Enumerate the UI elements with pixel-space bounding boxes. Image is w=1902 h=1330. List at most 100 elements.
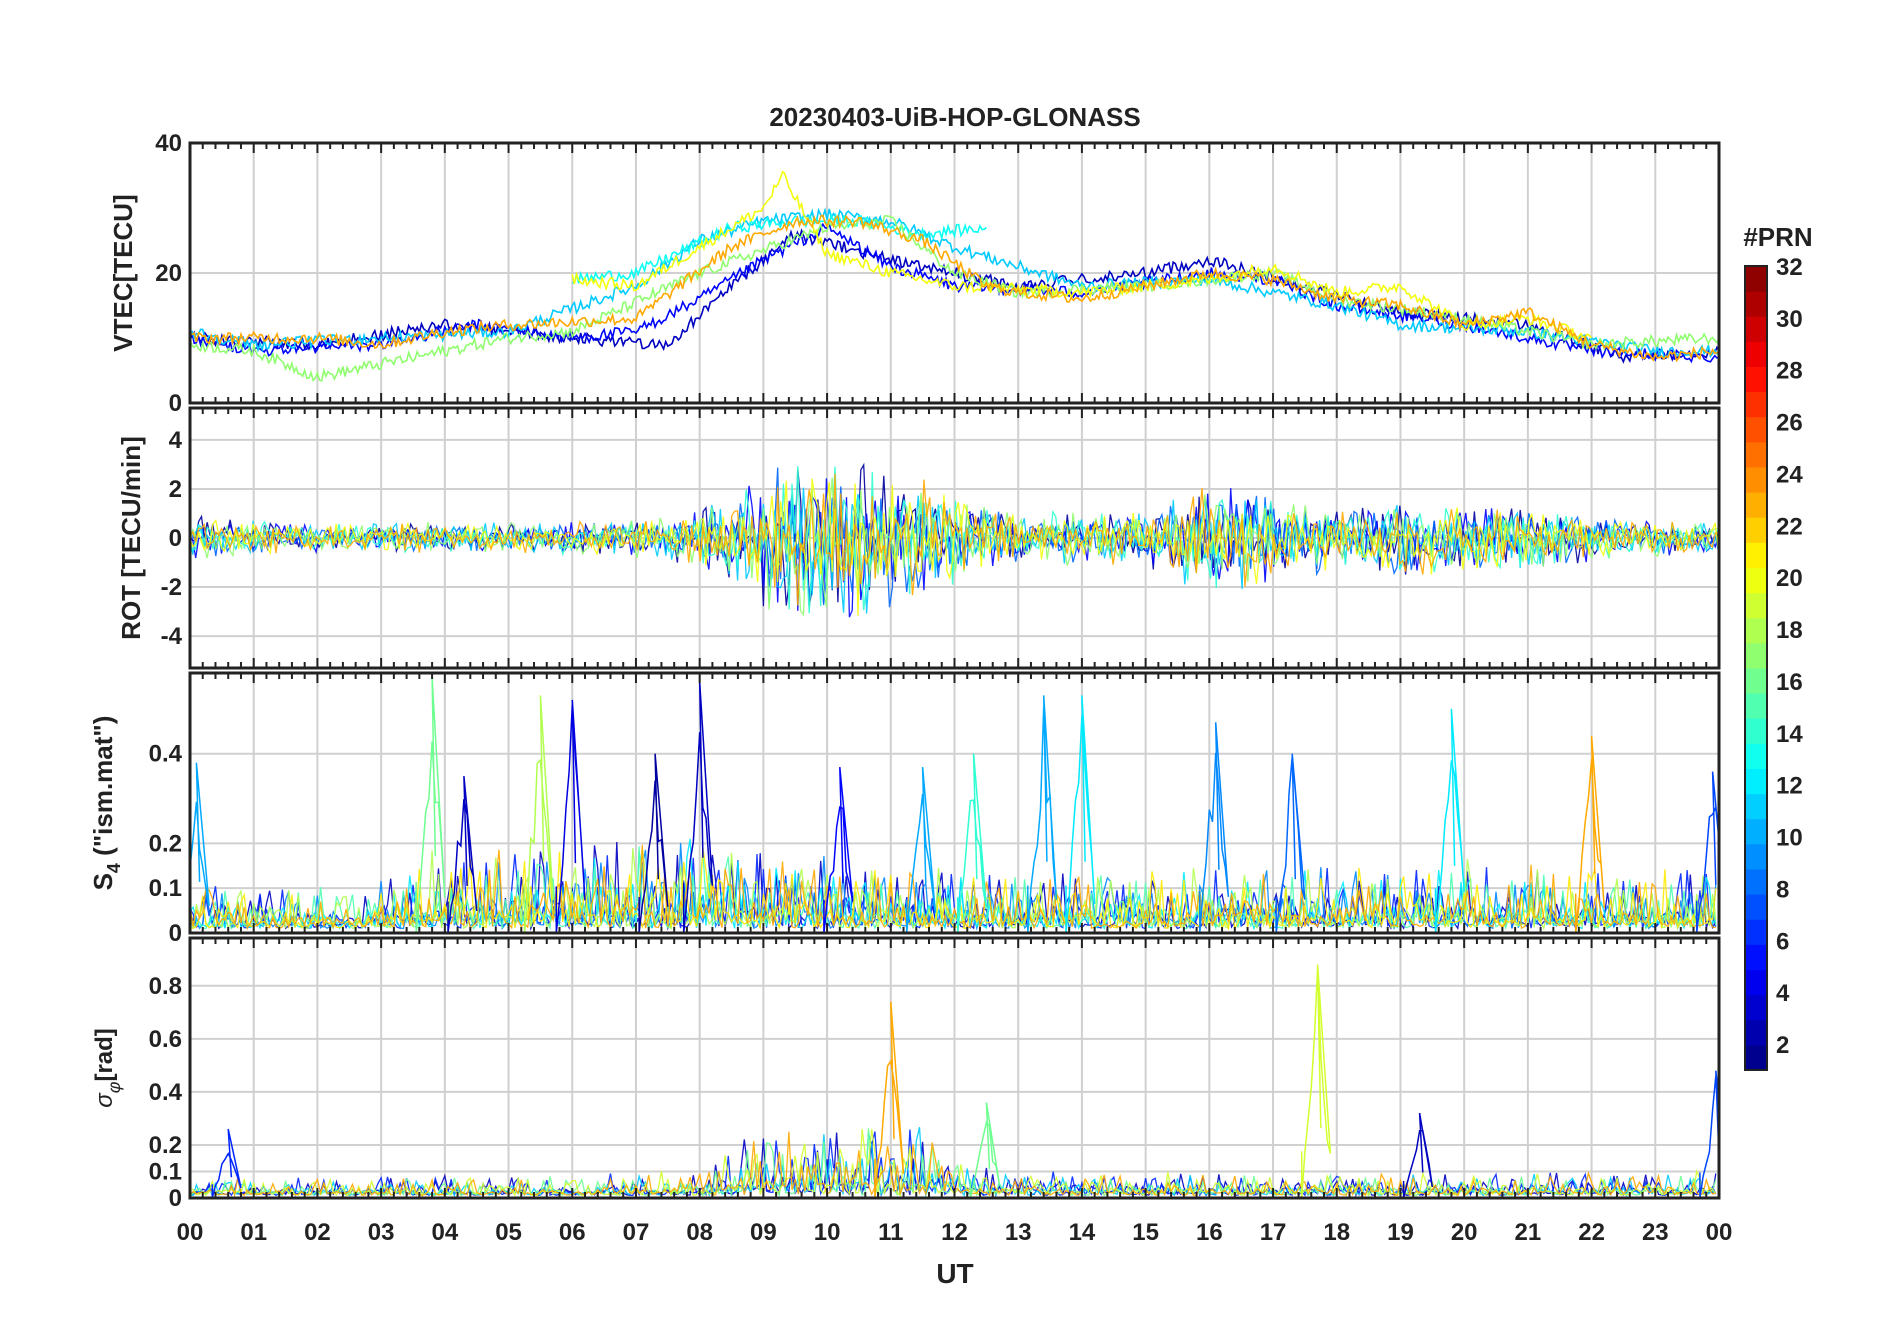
x-tick-label: 00 <box>1706 1219 1733 1246</box>
s4-y-label: S4 ("ism.mat") <box>88 716 124 891</box>
colorbar-segment <box>1745 818 1767 845</box>
colorbar-tick-label: 6 <box>1776 928 1789 955</box>
colorbar-segment <box>1745 994 1767 1021</box>
panel-vtec: 0 20 40 VTEC[TECU] <box>108 130 1721 417</box>
s4-peak-prn-12 <box>1065 695 1096 933</box>
s4-y-tick-label: 0 <box>169 920 182 947</box>
s4-peak-prn-9 <box>1199 722 1230 933</box>
sigma-phi-y-label-sub: φ <box>104 1081 124 1093</box>
x-tick-label: 05 <box>495 1219 522 1246</box>
colorbar-tick-label: 18 <box>1776 617 1803 644</box>
colorbar-tick-label: 20 <box>1776 565 1803 592</box>
sigma-phi-y-ticks: 00.10.2 0.4 0.6 0.8 <box>149 938 1720 1212</box>
vtec-y-ticks: 0 20 40 <box>155 130 1720 417</box>
x-tick-label: 03 <box>368 1219 395 1246</box>
s4-peak-prn-3 <box>682 681 714 933</box>
x-tick-label: 12 <box>941 1219 968 1246</box>
colorbar-segment <box>1745 919 1767 945</box>
rot-y-tick-label: 2 <box>169 476 182 503</box>
s4-data-layer <box>190 673 1719 933</box>
sigma-phi-data-layer <box>190 938 1719 1198</box>
colorbar-segment <box>1745 743 1767 769</box>
s4-peak-prn-16 <box>415 677 446 933</box>
colorbar-segment <box>1745 391 1767 418</box>
colorbar-segment <box>1745 266 1767 292</box>
colorbar-tick-label: 8 <box>1776 876 1789 903</box>
colorbar-segment <box>1745 517 1767 543</box>
x-axis-label: UT <box>936 1258 973 1289</box>
x-tick-label: 23 <box>1642 1219 1669 1246</box>
sigma-phi-y-label-rest: [rad] <box>91 1028 118 1081</box>
colorbar-segment <box>1745 341 1767 367</box>
colorbar-segment <box>1745 567 1767 594</box>
colorbar-segment <box>1745 843 1767 870</box>
colorbar-tick-label: 16 <box>1776 669 1803 696</box>
s4-y-label-main: S <box>88 873 118 890</box>
colorbar-tick-label: 4 <box>1776 980 1790 1007</box>
vtec-y-tick-label: 0 <box>169 390 182 417</box>
x-tick-label: 17 <box>1260 1219 1287 1246</box>
sigma_phi-y-tick-label: 0.6 <box>149 1026 182 1053</box>
colorbar-tick-label: 30 <box>1776 306 1803 333</box>
s4-peak-prn-7 <box>1695 771 1719 933</box>
rot-y-tick-label: 0 <box>169 525 182 552</box>
colorbar-segment <box>1745 944 1767 970</box>
sigma_phi-y-tick-label: 0.2 <box>149 1132 182 1159</box>
x-tick-label: 13 <box>1005 1219 1032 1246</box>
colorbar-tick-label: 22 <box>1776 513 1803 540</box>
s4-y-tick-label: 0.1 <box>149 875 182 902</box>
x-tick-label: 06 <box>559 1219 586 1246</box>
s4-peak-prn-2 <box>638 753 669 933</box>
vtec-series-prn-17 <box>190 214 1719 383</box>
colorbar-segment <box>1745 542 1767 568</box>
s4-peak-prn-5 <box>823 767 854 933</box>
x-tick-label: 18 <box>1323 1219 1350 1246</box>
x-tick-label: 08 <box>686 1219 713 1246</box>
panel-s4: 0 0.1 0.2 0.4 S4 ("ism.mat") <box>88 671 1721 947</box>
x-tick-labels: 00 01 02 03 04 05 06 07 08 09 10 11 12 13 14 15 16 17 18 19… <box>177 1219 1733 1246</box>
vtec-y-tick-label: 20 <box>155 260 182 287</box>
colorbar-segment <box>1745 693 1767 719</box>
colorbar-segment <box>1745 1044 1767 1071</box>
sigma_phi-series-prn-3 <box>190 1132 1717 1198</box>
colorbar-segment <box>1745 1019 1767 1046</box>
sigma_phi-peak-prn-16 <box>969 1102 1000 1198</box>
colorbar-frame <box>1744 265 1768 1071</box>
panel-sigma-phi: 00.10.2 0.4 0.6 0.8 σφ[rad] <box>91 936 1721 1212</box>
colorbar-gradient <box>1745 266 1767 1071</box>
sigma_phi-y-tick-label: 0.4 <box>149 1079 183 1106</box>
s4-peak-prn-23 <box>1574 735 1606 933</box>
s4-peak-prn-10 <box>1027 695 1058 933</box>
colorbar-tick-label: 10 <box>1776 825 1803 852</box>
x-tick-label: 02 <box>304 1219 331 1246</box>
colorbar-tick-label: 28 <box>1776 358 1803 385</box>
s4-y-tick-label: 0.4 <box>149 741 183 768</box>
x-tick-label: 09 <box>750 1219 777 1246</box>
vtec-y-label: VTEC[TECU] <box>108 194 138 351</box>
rot-series-prn-23 <box>190 473 1719 606</box>
rot-y-tick-label: -2 <box>161 574 182 601</box>
sigma_phi-peak-prn-19 <box>1300 964 1332 1198</box>
colorbar-segment <box>1745 617 1767 644</box>
vtec-series-prn-23 <box>190 214 1719 363</box>
x-tick-label: 04 <box>431 1219 458 1246</box>
sigma-phi-y-label-main: σ <box>91 1092 118 1108</box>
s4-y-label-sub: 4 <box>104 863 124 873</box>
colorbar-segment <box>1745 492 1767 518</box>
s4-peak-prn-18 <box>523 695 554 933</box>
s4-peak-prn-8 <box>1275 753 1306 933</box>
sigma-phi-y-label: σφ[rad] <box>91 1028 124 1108</box>
vtec-series-prn-5 <box>190 221 1719 364</box>
colorbar-tick-label: 24 <box>1776 461 1803 488</box>
sigma_phi-peak-prn-3 <box>1402 1112 1434 1198</box>
s4-y-tick-label: 0.2 <box>149 830 182 857</box>
panel-rot: -4 -2 0 2 4 ROT [TECU/min] <box>116 406 1721 670</box>
colorbar-tick-label: 14 <box>1776 721 1803 748</box>
x-tick-label: 11 <box>878 1219 903 1246</box>
vtec-series-prn-13 <box>571 212 987 285</box>
colorbar-segment <box>1745 969 1767 996</box>
colorbar-tick-label: 12 <box>1776 773 1803 800</box>
x-tick-label: 01 <box>240 1219 267 1246</box>
